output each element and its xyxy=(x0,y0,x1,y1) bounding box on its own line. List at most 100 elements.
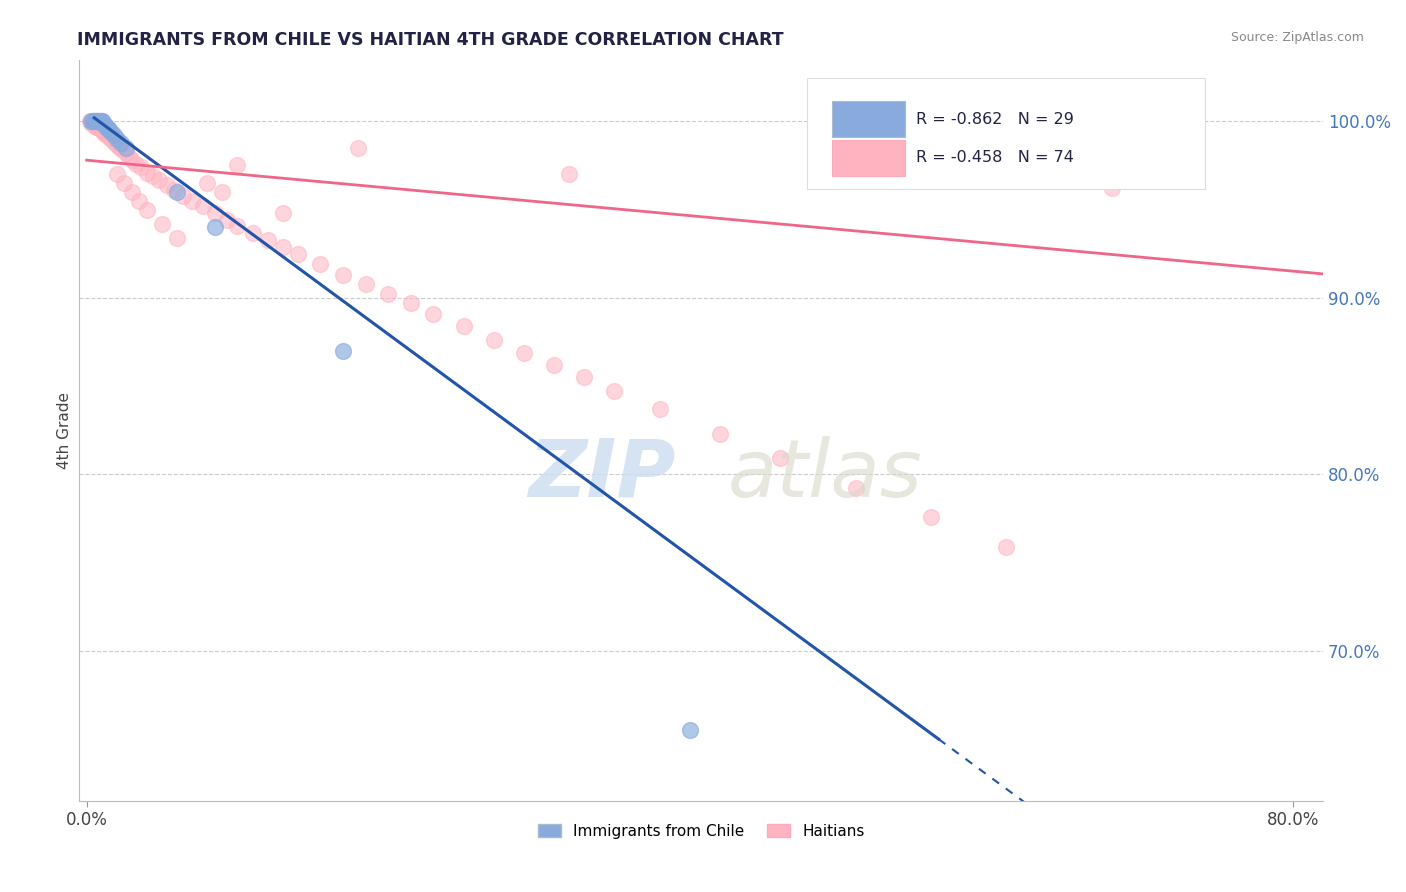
Point xyxy=(90,114,112,128)
Point xyxy=(83,118,105,132)
Point xyxy=(87,114,110,128)
Point xyxy=(84,114,107,128)
Point xyxy=(482,333,505,347)
Point xyxy=(129,161,152,175)
Point xyxy=(86,114,108,128)
Point xyxy=(96,127,118,141)
Point xyxy=(226,219,249,233)
Point xyxy=(163,183,186,197)
Point xyxy=(513,345,536,359)
Point xyxy=(84,114,107,128)
Point xyxy=(110,136,132,150)
Point xyxy=(90,123,112,137)
Point xyxy=(399,296,422,310)
Point xyxy=(256,233,278,247)
Point xyxy=(204,220,226,235)
Point xyxy=(287,246,309,260)
Point xyxy=(98,130,121,145)
Point xyxy=(105,167,128,181)
Point xyxy=(91,116,114,130)
Point xyxy=(89,114,111,128)
Point xyxy=(103,134,125,148)
Point xyxy=(115,141,138,155)
Point xyxy=(80,114,103,128)
Point xyxy=(118,150,141,164)
Point xyxy=(155,178,177,192)
Point xyxy=(125,157,148,171)
Point xyxy=(377,287,399,301)
Point xyxy=(332,343,354,358)
Point xyxy=(215,213,238,227)
Point xyxy=(91,125,114,139)
Text: R = -0.862   N = 29: R = -0.862 N = 29 xyxy=(917,112,1074,127)
Point xyxy=(91,116,114,130)
Point xyxy=(453,319,475,334)
Point xyxy=(94,127,117,141)
Point xyxy=(679,723,702,738)
Point xyxy=(574,370,596,384)
Point xyxy=(107,139,129,153)
Point xyxy=(603,384,626,399)
Point xyxy=(211,185,233,199)
FancyBboxPatch shape xyxy=(807,78,1205,189)
Point xyxy=(543,358,565,372)
Point xyxy=(103,128,125,143)
Point xyxy=(136,165,159,179)
Point xyxy=(142,169,165,183)
Text: R = -0.458   N = 74: R = -0.458 N = 74 xyxy=(917,151,1074,165)
Point xyxy=(181,194,204,208)
Point xyxy=(648,402,671,417)
Point xyxy=(172,188,194,202)
Y-axis label: 4th Grade: 4th Grade xyxy=(58,392,72,468)
Point xyxy=(347,141,370,155)
Point xyxy=(83,114,105,128)
Point xyxy=(83,114,105,128)
Point xyxy=(104,136,127,150)
Point xyxy=(101,132,124,146)
Point xyxy=(90,114,112,128)
Point xyxy=(354,277,377,291)
Point xyxy=(920,509,942,524)
Point xyxy=(112,176,135,190)
Point xyxy=(226,159,249,173)
Point xyxy=(96,120,118,134)
Point xyxy=(89,121,111,136)
Point xyxy=(769,451,792,466)
FancyBboxPatch shape xyxy=(832,140,905,176)
Point xyxy=(86,114,108,128)
Point xyxy=(558,167,581,181)
Point xyxy=(121,153,143,168)
Point xyxy=(1101,181,1123,195)
Text: Source: ZipAtlas.com: Source: ZipAtlas.com xyxy=(1230,31,1364,45)
Point xyxy=(97,128,120,143)
Point xyxy=(128,194,150,208)
Point xyxy=(204,206,226,220)
Text: IMMIGRANTS FROM CHILE VS HAITIAN 4TH GRADE CORRELATION CHART: IMMIGRANTS FROM CHILE VS HAITIAN 4TH GRA… xyxy=(77,31,785,49)
Point xyxy=(84,120,107,134)
Point xyxy=(79,114,101,128)
Text: atlas: atlas xyxy=(728,435,922,514)
Point xyxy=(108,141,131,155)
Point xyxy=(995,540,1018,554)
Point xyxy=(111,143,134,157)
Point xyxy=(82,114,104,128)
Point xyxy=(115,146,138,161)
Point xyxy=(94,118,117,132)
Point xyxy=(89,114,111,128)
Point xyxy=(150,217,173,231)
FancyBboxPatch shape xyxy=(832,102,905,137)
Text: ZIP: ZIP xyxy=(527,435,675,514)
Point xyxy=(86,120,108,134)
Point xyxy=(709,426,731,441)
Point xyxy=(105,132,128,146)
Point xyxy=(148,172,170,186)
Point xyxy=(82,116,104,130)
Point xyxy=(105,137,128,152)
Point xyxy=(271,206,294,220)
Point xyxy=(80,116,103,130)
Point xyxy=(100,125,122,139)
Legend: Immigrants from Chile, Haitians: Immigrants from Chile, Haitians xyxy=(531,818,870,845)
Point xyxy=(87,114,110,128)
Point xyxy=(87,121,110,136)
Point xyxy=(271,240,294,254)
